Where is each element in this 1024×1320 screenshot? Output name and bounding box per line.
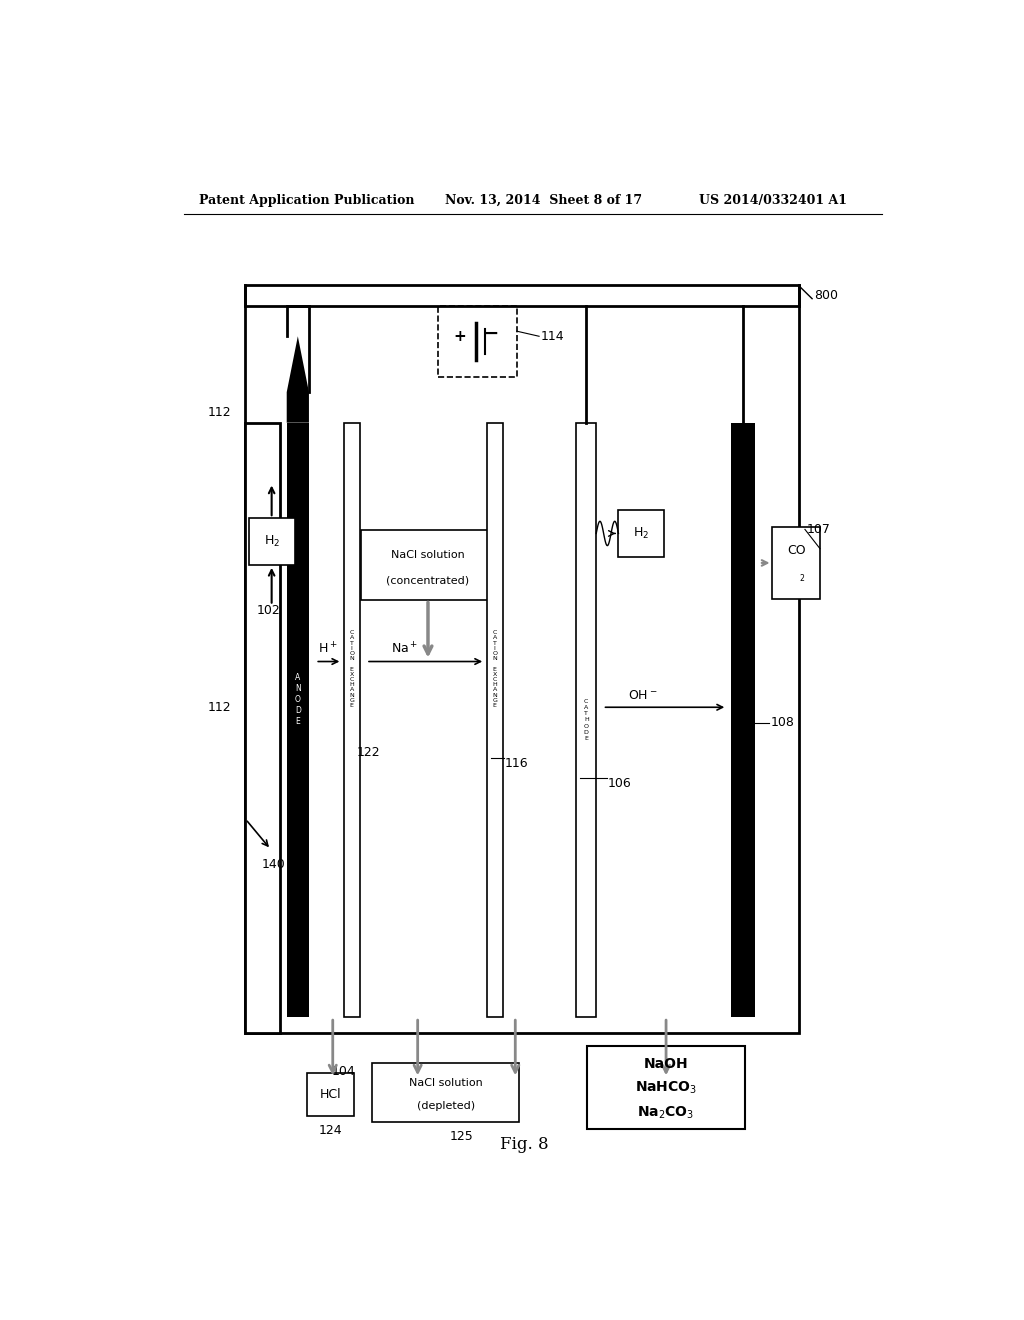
Text: 114: 114	[541, 330, 564, 343]
Bar	[287, 422, 309, 1018]
Text: HCl: HCl	[319, 1088, 341, 1101]
Text: NaHCO$_3$: NaHCO$_3$	[635, 1080, 697, 1096]
Text: NaCl solution: NaCl solution	[409, 1078, 482, 1088]
Text: US 2014/0332401 A1: US 2014/0332401 A1	[699, 194, 848, 207]
Text: 106: 106	[608, 777, 632, 789]
Bar	[731, 422, 755, 1018]
Text: (depleted): (depleted)	[417, 1101, 475, 1111]
Text: Patent Application Publication: Patent Application Publication	[200, 194, 415, 207]
Text: H$_2$: H$_2$	[634, 525, 649, 541]
Text: 108: 108	[771, 715, 795, 729]
Text: 124: 124	[318, 1125, 342, 1137]
Text: −: −	[483, 323, 500, 343]
Text: C
A
T
I
O
N
 
E
X
C
H
A
N
G
E: C A T I O N E X C H A N G E	[493, 630, 497, 708]
Text: +: +	[454, 329, 466, 343]
Text: 122: 122	[356, 747, 380, 759]
Text: 102: 102	[257, 605, 281, 618]
Text: 107: 107	[807, 523, 830, 536]
Text: CO: CO	[786, 544, 806, 557]
Text: 116: 116	[505, 756, 528, 770]
Text: Fig. 8: Fig. 8	[501, 1137, 549, 1154]
Bar	[246, 285, 799, 1032]
Bar	[249, 519, 295, 565]
Bar	[486, 422, 503, 1018]
Text: H$_2$: H$_2$	[263, 535, 280, 549]
Bar	[577, 422, 596, 1018]
Text: C
A
T
H
O
D
E: C A T H O D E	[584, 698, 589, 741]
Bar	[360, 531, 496, 599]
Bar	[306, 1073, 354, 1115]
Text: $_2$: $_2$	[800, 573, 806, 585]
Text: Nov. 13, 2014  Sheet 8 of 17: Nov. 13, 2014 Sheet 8 of 17	[445, 194, 643, 207]
Text: Na$_2$CO$_3$: Na$_2$CO$_3$	[638, 1105, 694, 1121]
Bar	[587, 1045, 745, 1129]
Bar	[772, 528, 820, 598]
Text: 125: 125	[450, 1130, 473, 1143]
Bar	[344, 422, 359, 1018]
Bar	[437, 306, 517, 378]
Text: 104: 104	[332, 1065, 355, 1078]
Bar	[618, 510, 665, 557]
Text: 800: 800	[814, 289, 839, 302]
Text: 112: 112	[208, 701, 231, 714]
Text: NaOH: NaOH	[644, 1057, 688, 1071]
Text: 140: 140	[261, 858, 285, 871]
Text: A
N
O
D
E: A N O D E	[295, 673, 301, 726]
Bar	[373, 1063, 519, 1122]
Text: 112: 112	[208, 407, 231, 418]
Text: H$^+$: H$^+$	[318, 642, 338, 656]
Polygon shape	[287, 337, 309, 422]
Text: C
A
T
I
O
N
 
E
X
C
H
A
N
G
E: C A T I O N E X C H A N G E	[349, 630, 354, 708]
Text: NaCl solution: NaCl solution	[391, 550, 465, 560]
Text: (concentrated): (concentrated)	[386, 576, 470, 585]
Text: Na$^+$: Na$^+$	[391, 642, 419, 656]
Bar	[246, 422, 281, 1032]
Text: OH$^-$: OH$^-$	[628, 689, 657, 702]
